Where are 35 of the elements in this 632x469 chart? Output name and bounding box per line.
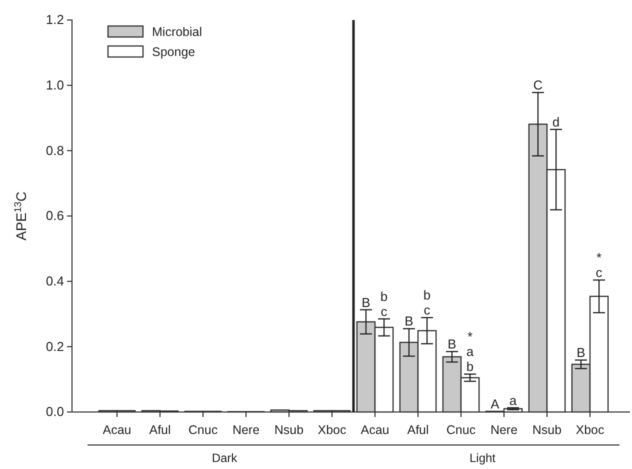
x-tick-label: Xboc [576,422,604,437]
data-label: A [490,396,500,412]
data-label: b c [380,288,388,319]
data-label: * a b [466,329,474,374]
x-tick-label: Nsub [532,422,562,437]
x-tick-label: Nere [490,422,518,437]
y-tick-label: 0.6 [46,208,64,224]
x-tick-label: Aful [149,422,171,437]
legend-label: Sponge [152,45,196,59]
x-tick-label: Xboc [318,422,346,437]
x-tick-label: Nsub [274,422,304,437]
data-label: B [448,336,456,352]
x-tick-label: Nere [232,422,260,437]
text: Dark [212,451,238,465]
data-label: a [509,392,518,408]
data-label: B [362,294,370,310]
x-tick-label: Acau [102,422,132,437]
x-tick-label: Cnuc [446,422,476,437]
x-tick-label: Aful [407,422,429,437]
data-label: d [552,114,560,130]
y-tick-label: 0.8 [46,142,64,158]
y-tick-label: 0.0 [46,404,64,420]
x-tick-label: Acau [360,422,390,437]
data-label: b c [423,288,431,318]
data-label: B [404,314,414,329]
y-tick-label: 0.2 [46,338,64,354]
text: Light [469,451,496,465]
data-label: * c [596,250,603,280]
y-tick-label: 1.2 [46,12,64,28]
y-tick-label: 0.4 [46,273,64,288]
data-label: B [576,345,586,360]
y-tick-label: 1.0 [46,77,64,92]
legend-label: Microbial [152,25,202,39]
data-label: C [533,78,543,93]
x-tick-label: Cnuc [188,422,218,437]
